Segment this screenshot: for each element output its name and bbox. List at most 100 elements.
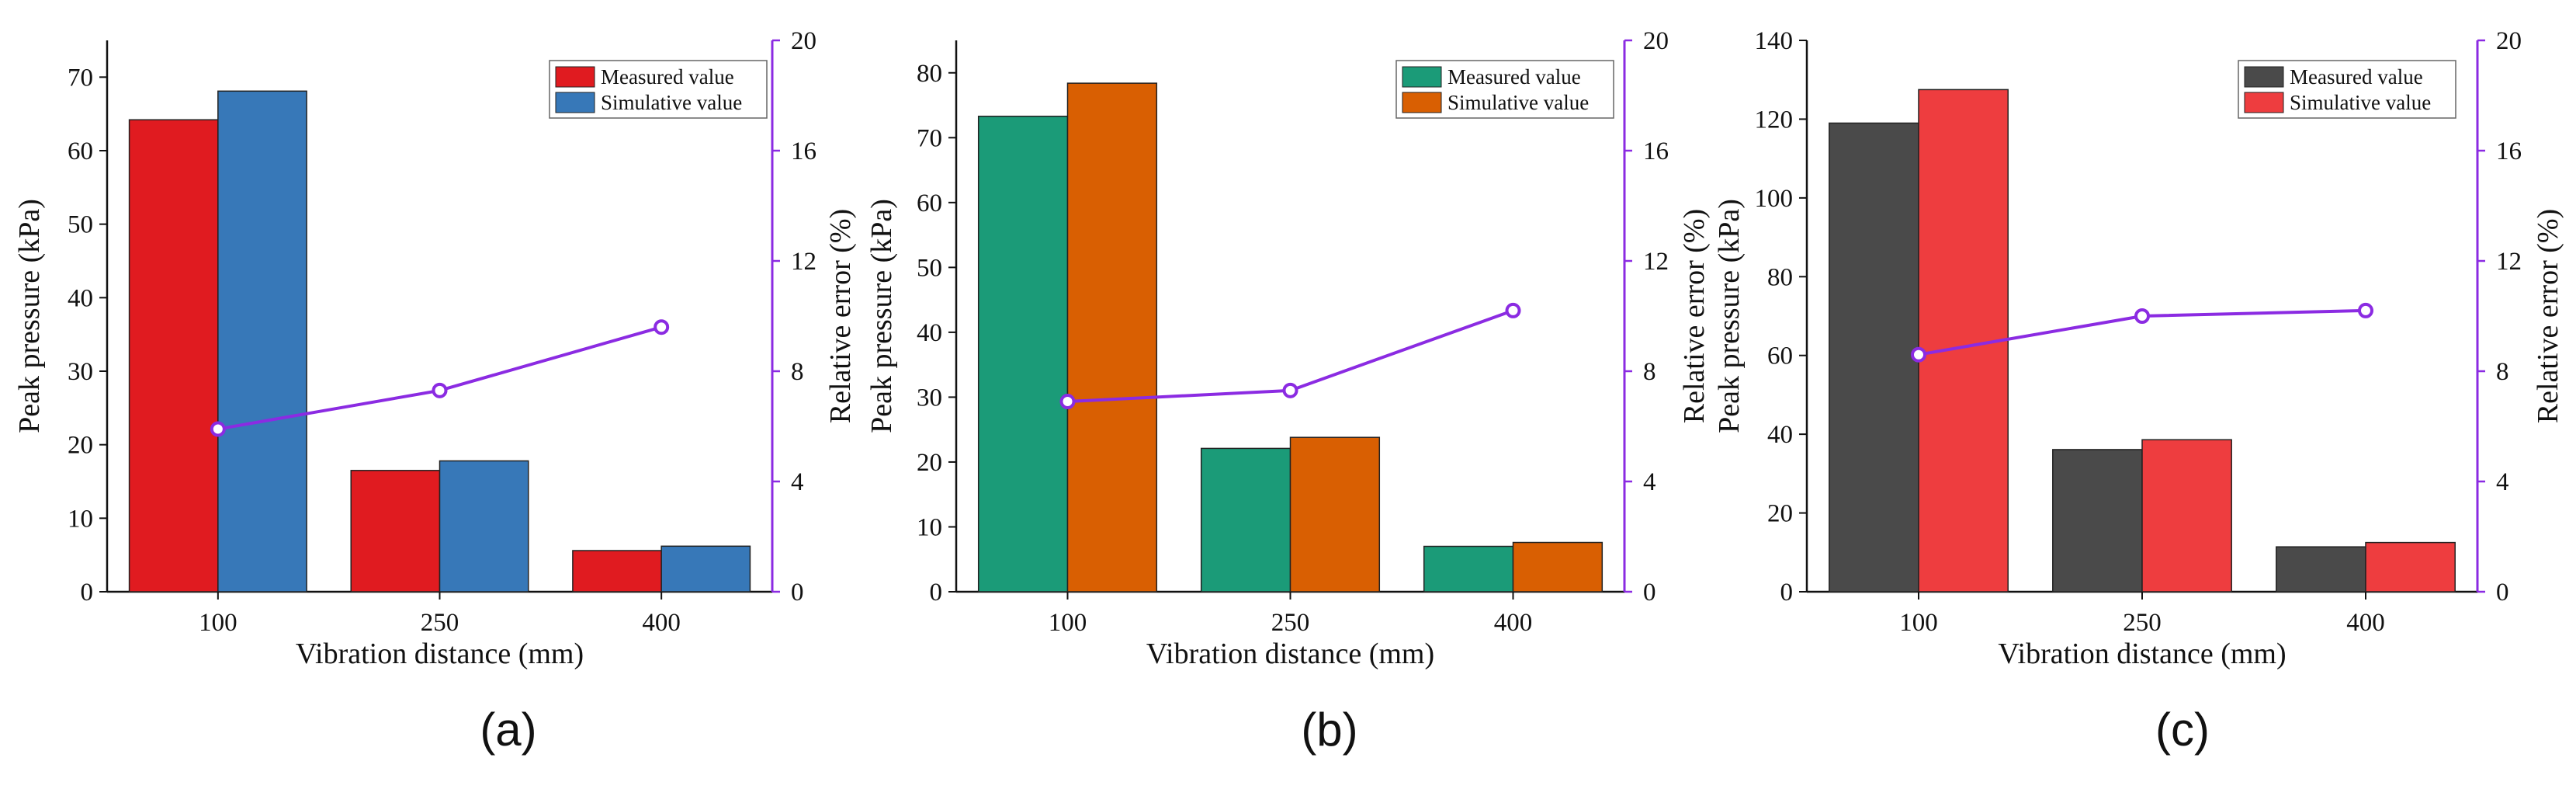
y-tick-label: 40 [917, 319, 942, 347]
bar-measured-100 [977, 115, 1069, 593]
x-tick-label: 100 [1049, 609, 1087, 637]
panel-label: (a) [480, 704, 536, 756]
y-tick-label: 60 [1767, 342, 1793, 370]
y2-tick-label: 12 [2496, 248, 2522, 276]
legend-label: Simulative value [2290, 91, 2431, 114]
bar-measured-250 [350, 470, 441, 593]
x-tick-label: 250 [421, 609, 459, 637]
relative-error-point-100 [1059, 394, 1076, 410]
panel-label: (b) [1301, 704, 1357, 756]
y2-axis-label: Relative error (%) [824, 209, 857, 423]
legend-label: Measured value [2290, 65, 2423, 89]
y-tick-label: 100 [1755, 185, 1794, 213]
y-tick-label: 10 [917, 513, 942, 541]
y2-axis-label: Relative error (%) [1678, 209, 1711, 423]
y-tick-label: 60 [917, 189, 942, 217]
bar-simulative-400 [660, 545, 751, 593]
y2-tick-label: 20 [2496, 27, 2522, 55]
legend-swatch [2244, 92, 2284, 113]
y-tick-label: 70 [68, 64, 93, 92]
y-tick-label: 20 [917, 449, 942, 477]
bar-measured-400 [2276, 546, 2366, 593]
bar-measured-250 [2052, 449, 2143, 593]
y-tick-label: 140 [1755, 27, 1794, 55]
legend-swatch [1402, 66, 1442, 88]
bar-simulative-400 [1512, 541, 1603, 593]
y2-tick-label: 16 [791, 137, 816, 165]
y-tick-label: 10 [68, 505, 93, 533]
y-tick-label: 20 [68, 432, 93, 460]
x-axis-label: Vibration distance (mm) [1998, 638, 2286, 670]
y2-tick-label: 12 [791, 248, 816, 276]
x-tick-label: 400 [2346, 609, 2385, 637]
y2-tick-label: 16 [2496, 137, 2522, 165]
y-tick-label: 30 [917, 384, 942, 412]
y-tick-label: 80 [917, 60, 942, 88]
panel-a: 0 10 20 30 40 50 60 70 0 4 8 12 16 20 100 250 400 Measure… [13, 27, 857, 756]
y-tick-label: 70 [917, 124, 942, 152]
y2-tick-label: 20 [1643, 27, 1669, 55]
bar-simulative-100 [1066, 82, 1158, 593]
legend-label: Simulative value [601, 91, 742, 114]
bar-measured-400 [1423, 545, 1514, 593]
y-tick-label: 50 [68, 211, 93, 239]
relative-error-point-400 [1505, 302, 1521, 318]
y-tick-label: 80 [1767, 263, 1793, 291]
x-tick-label: 100 [199, 609, 237, 637]
y-tick-label: 30 [68, 358, 93, 386]
x-tick-label: 400 [642, 609, 681, 637]
panel-b: 0 10 20 30 40 50 60 70 80 0 4 8 12 16 20 100 250 400 Measu… [865, 27, 1711, 756]
x-tick-label: 250 [1271, 609, 1310, 637]
x-axis-label: Vibration distance (mm) [1146, 638, 1434, 670]
y2-tick-label: 8 [1643, 358, 1656, 386]
y2-tick-label: 12 [1643, 248, 1669, 276]
relative-error-point-250 [1282, 382, 1298, 398]
bar-simulative-400 [2365, 541, 2456, 593]
bar-simulative-250 [1289, 436, 1381, 593]
bar-measured-100 [128, 119, 219, 593]
y-tick-label: 50 [917, 254, 942, 282]
y-tick-label: 120 [1755, 106, 1794, 134]
legend-label: Measured value [1447, 65, 1581, 89]
bar-simulative-250 [439, 460, 529, 593]
y-tick-label: 0 [1780, 579, 1794, 607]
legend-label: Measured value [601, 65, 734, 89]
legend-swatch [555, 92, 595, 113]
relative-error-point-400 [654, 319, 670, 335]
y2-tick-label: 16 [1643, 137, 1669, 165]
relative-error-point-250 [432, 382, 448, 398]
panel-label: (c) [2155, 704, 2210, 756]
y-tick-label: 40 [1767, 421, 1793, 449]
relative-error-point-400 [2358, 302, 2373, 318]
bar-measured-100 [1829, 122, 1919, 593]
relative-error-point-250 [2134, 308, 2150, 324]
x-axis-label: Vibration distance (mm) [296, 638, 584, 670]
relative-error-point-100 [1911, 346, 1926, 363]
y2-tick-label: 8 [2496, 358, 2509, 386]
y2-axis-label: Relative error (%) [2532, 209, 2564, 423]
y-tick-label: 40 [68, 284, 93, 312]
y2-tick-label: 4 [1643, 468, 1656, 496]
y-axis-label: Peak pressure (kPa) [1713, 199, 1746, 433]
x-tick-label: 250 [2123, 609, 2162, 637]
y2-tick-label: 0 [1643, 579, 1656, 607]
panel-c: 0 20 40 60 80 100 120 140 0 4 8 12 16 20 100 250 400 Meas… [1713, 27, 2564, 756]
y-tick-label: 0 [81, 579, 94, 607]
bar-measured-250 [1200, 447, 1291, 593]
y-tick-label: 20 [1767, 500, 1793, 528]
y-tick-label: 0 [930, 579, 943, 607]
legend-label: Simulative value [1447, 91, 1589, 114]
bar-measured-400 [572, 550, 662, 593]
y-axis-label: Peak pressure (kPa) [13, 199, 46, 433]
y2-tick-label: 0 [791, 579, 804, 607]
legend-swatch [555, 66, 595, 88]
x-tick-label: 100 [1899, 609, 1938, 637]
bar-simulative-100 [217, 90, 307, 593]
x-tick-label: 400 [1494, 609, 1533, 637]
y2-tick-label: 0 [2496, 579, 2509, 607]
y-axis-label: Peak pressure (kPa) [865, 199, 898, 433]
